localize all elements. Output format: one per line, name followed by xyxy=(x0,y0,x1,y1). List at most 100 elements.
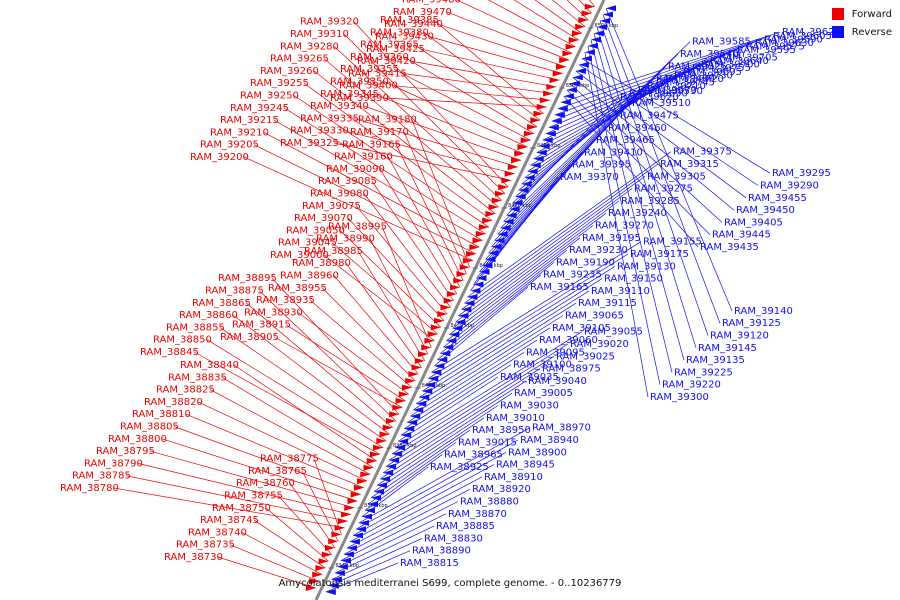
forward-gene-arrow[interactable] xyxy=(376,438,387,444)
forward-gene-arrow[interactable] xyxy=(318,558,329,565)
reverse-gene-arrow[interactable] xyxy=(449,331,460,338)
reverse-gene-arrow[interactable] xyxy=(512,199,523,206)
forward-gene-arrow[interactable] xyxy=(408,371,419,378)
forward-gene-arrow[interactable] xyxy=(466,250,477,257)
forward-gene-label[interactable]: RAM_39310 xyxy=(290,29,349,40)
forward-gene-label[interactable]: RAM_38730 xyxy=(164,552,223,563)
reverse-gene-arrow[interactable] xyxy=(497,231,508,238)
reverse-gene-arrow[interactable] xyxy=(515,193,526,200)
forward-gene-label[interactable]: RAM_38760 xyxy=(236,478,295,489)
reverse-gene-label[interactable]: RAM_39630 xyxy=(755,38,814,49)
reverse-gene-label[interactable]: RAM_39475 xyxy=(620,111,679,122)
reverse-gene-arrow[interactable] xyxy=(355,526,366,533)
reverse-gene-arrow[interactable] xyxy=(467,294,478,300)
forward-gene-arrow[interactable] xyxy=(565,43,576,50)
reverse-gene-label[interactable]: RAM_39695 xyxy=(683,67,742,78)
reverse-gene-label[interactable]: RAM_39530 xyxy=(644,86,703,97)
reverse-gene-label[interactable]: RAM_39125 xyxy=(722,318,781,329)
forward-gene-label[interactable]: RAM_39430 xyxy=(375,32,434,43)
reverse-gene-arrow[interactable] xyxy=(603,11,614,18)
forward-gene-label[interactable]: RAM_39160 xyxy=(334,152,393,163)
reverse-gene-arrow[interactable] xyxy=(557,105,568,112)
reverse-gene-arrow[interactable] xyxy=(590,36,601,43)
forward-gene-label[interactable]: RAM_39355 xyxy=(340,64,399,75)
forward-gene-label[interactable]: RAM_38775 xyxy=(260,454,319,465)
reverse-gene-arrow[interactable] xyxy=(352,532,363,539)
forward-gene-arrow[interactable] xyxy=(427,331,438,338)
forward-gene-label[interactable]: RAM_38915 xyxy=(232,320,291,331)
forward-gene-arrow[interactable] xyxy=(392,404,403,411)
forward-gene-arrow[interactable] xyxy=(501,177,512,184)
forward-gene-label[interactable]: RAM_38825 xyxy=(156,385,215,396)
forward-gene-label[interactable]: RAM_39170 xyxy=(350,127,409,138)
reverse-gene-arrow[interactable] xyxy=(518,187,529,194)
forward-gene-label[interactable]: RAM_39255 xyxy=(250,78,309,89)
forward-gene-arrow[interactable] xyxy=(389,411,400,418)
reverse-gene-label[interactable]: RAM_39510 xyxy=(632,98,691,109)
reverse-gene-label[interactable]: RAM_39270 xyxy=(595,221,654,232)
forward-gene-arrow[interactable] xyxy=(511,157,522,164)
forward-gene-label[interactable]: RAM_38835 xyxy=(168,372,227,383)
reverse-gene-arrow[interactable] xyxy=(524,174,535,181)
reverse-gene-arrow[interactable] xyxy=(527,168,538,175)
reverse-gene-label[interactable]: RAM_39035 xyxy=(500,372,559,383)
reverse-gene-arrow[interactable] xyxy=(482,262,493,269)
reverse-gene-label[interactable]: RAM_38870 xyxy=(448,509,507,520)
forward-gene-label[interactable]: RAM_39335 xyxy=(300,113,359,124)
reverse-gene-arrow[interactable] xyxy=(431,369,442,376)
forward-gene-label[interactable]: RAM_39425 xyxy=(366,44,425,55)
reverse-gene-label[interactable]: RAM_39315 xyxy=(660,159,719,170)
forward-gene-arrow[interactable] xyxy=(459,264,470,271)
reverse-gene-label[interactable]: RAM_39450 xyxy=(736,205,795,216)
forward-gene-arrow[interactable] xyxy=(321,551,332,558)
reverse-gene-arrow[interactable] xyxy=(398,438,409,445)
forward-gene-arrow[interactable] xyxy=(546,83,557,90)
forward-gene-label[interactable]: RAM_38750 xyxy=(212,503,271,514)
forward-gene-arrow[interactable] xyxy=(398,391,409,398)
forward-gene-label[interactable]: RAM_38985 xyxy=(304,246,363,257)
reverse-gene-arrow[interactable] xyxy=(422,388,433,395)
forward-gene-arrow[interactable] xyxy=(584,3,595,10)
forward-gene-label[interactable]: RAM_39245 xyxy=(230,103,289,114)
reverse-gene-label[interactable]: rph xyxy=(728,49,745,60)
reverse-gene-label[interactable]: RAM_39465 xyxy=(596,135,655,146)
reverse-gene-arrow[interactable] xyxy=(419,394,430,401)
reverse-gene-label[interactable]: RAM_38975 xyxy=(542,364,601,375)
reverse-gene-arrow[interactable] xyxy=(434,363,445,370)
forward-gene-arrow[interactable] xyxy=(366,458,377,465)
forward-gene-label[interactable]: RAM_38990 xyxy=(316,234,375,245)
forward-gene-label[interactable]: RAM_39265 xyxy=(270,54,329,65)
forward-gene-label[interactable]: RAM_39415 xyxy=(348,68,407,79)
reverse-gene-arrow[interactable] xyxy=(554,111,565,118)
forward-gene-label[interactable]: RAM_39320 xyxy=(300,17,359,28)
reverse-gene-label[interactable]: RAM_39670 xyxy=(638,85,697,96)
forward-gene-label[interactable]: RAM_38790 xyxy=(84,458,143,469)
forward-gene-arrow[interactable] xyxy=(575,23,586,30)
forward-gene-arrow[interactable] xyxy=(430,324,441,331)
reverse-gene-arrow[interactable] xyxy=(440,350,451,357)
reverse-gene-arrow[interactable] xyxy=(425,381,436,388)
forward-gene-arrow[interactable] xyxy=(469,244,480,251)
forward-gene-arrow[interactable] xyxy=(379,431,390,438)
forward-gene-arrow[interactable] xyxy=(350,491,361,498)
forward-gene-label[interactable]: RAM_39390 xyxy=(330,93,389,104)
reverse-gene-label[interactable]: RAM_39300 xyxy=(650,392,709,403)
reverse-gene-label[interactable]: RAM_39190 xyxy=(556,257,615,268)
reverse-gene-arrow[interactable] xyxy=(455,319,466,326)
reverse-gene-label[interactable]: RAM_39240 xyxy=(608,208,667,219)
reverse-gene-label[interactable]: RAM_39030 xyxy=(500,401,559,412)
forward-gene-arrow[interactable] xyxy=(414,357,425,364)
forward-gene-label[interactable]: RAM_39330 xyxy=(290,126,349,137)
reverse-gene-arrow[interactable] xyxy=(581,55,592,62)
reverse-gene-arrow[interactable] xyxy=(542,137,553,144)
reverse-gene-arrow[interactable] xyxy=(521,181,532,188)
forward-gene-arrow[interactable] xyxy=(485,210,496,217)
forward-gene-arrow[interactable] xyxy=(517,144,528,150)
forward-gene-arrow[interactable] xyxy=(434,317,445,324)
forward-gene-label[interactable]: RAM_38810 xyxy=(132,409,191,420)
forward-gene-arrow[interactable] xyxy=(363,464,374,471)
forward-gene-arrow[interactable] xyxy=(450,284,461,291)
forward-gene-arrow[interactable] xyxy=(571,30,582,37)
forward-gene-label[interactable]: RAM_39200 xyxy=(190,152,249,163)
reverse-gene-arrow[interactable] xyxy=(383,469,394,476)
